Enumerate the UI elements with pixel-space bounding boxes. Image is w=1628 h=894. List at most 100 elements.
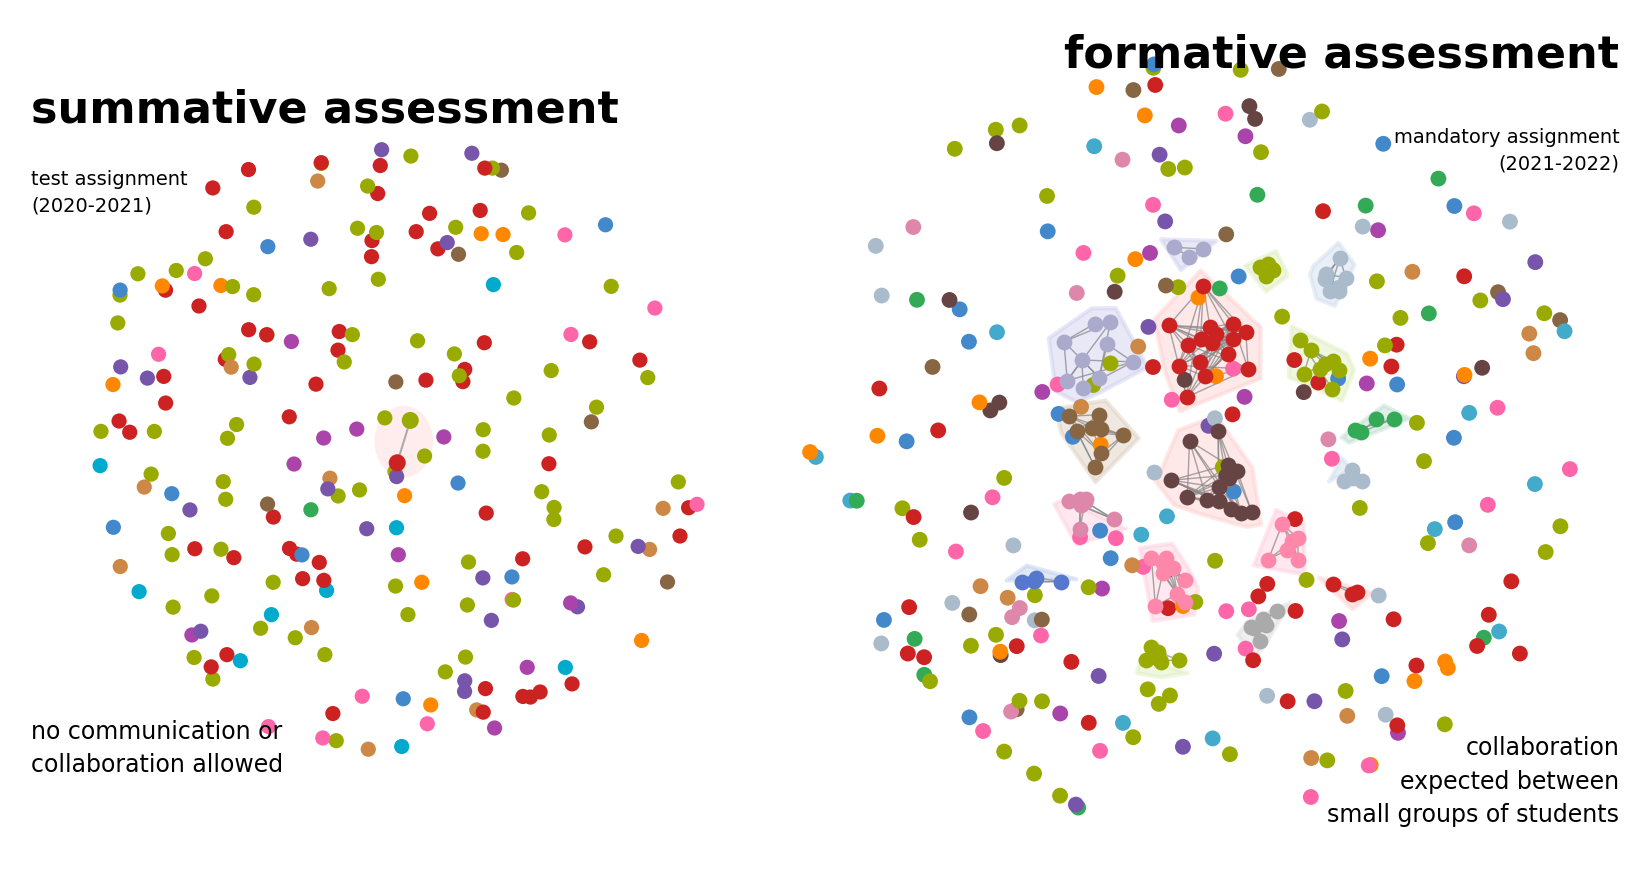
- Point: [339, 328, 365, 342]
- Point: [1213, 228, 1239, 242]
- Point: [132, 480, 158, 494]
- Point: [1206, 481, 1232, 495]
- Point: [558, 677, 584, 691]
- Point: [1384, 378, 1410, 392]
- Point: [1125, 340, 1151, 354]
- Point: [1146, 148, 1172, 163]
- Point: [988, 648, 1014, 662]
- Point: [1022, 571, 1048, 586]
- Text: test assignment
(2020-2021): test assignment (2020-2021): [31, 170, 187, 215]
- Point: [1206, 494, 1232, 509]
- Point: [396, 608, 422, 622]
- Point: [1172, 374, 1198, 388]
- Point: [627, 353, 653, 367]
- Point: [368, 143, 394, 157]
- Point: [1166, 359, 1192, 374]
- Point: [479, 613, 505, 628]
- Point: [1048, 575, 1074, 589]
- Point: [309, 731, 335, 746]
- Point: [218, 360, 244, 375]
- Point: [1066, 523, 1092, 537]
- Point: [160, 600, 186, 614]
- Point: [313, 648, 339, 662]
- Point: [1097, 552, 1123, 566]
- Point: [151, 370, 177, 384]
- Point: [894, 434, 920, 449]
- Point: [1153, 279, 1179, 293]
- Point: [256, 720, 282, 734]
- Polygon shape: [1311, 243, 1354, 307]
- Point: [217, 348, 243, 362]
- Point: [863, 240, 889, 254]
- Point: [1066, 492, 1092, 506]
- Point: [464, 703, 490, 717]
- Point: [1153, 215, 1179, 230]
- Point: [1320, 355, 1346, 369]
- Point: [1088, 446, 1114, 460]
- Point: [479, 162, 505, 176]
- Point: [1314, 268, 1340, 283]
- Point: [1319, 382, 1345, 396]
- Point: [1177, 250, 1203, 265]
- Point: [1241, 654, 1267, 668]
- Point: [1172, 595, 1198, 609]
- Point: [1311, 205, 1337, 219]
- Point: [298, 503, 324, 518]
- Point: [1232, 642, 1258, 656]
- Point: [571, 540, 597, 554]
- Point: [552, 661, 578, 675]
- Polygon shape: [1161, 240, 1216, 271]
- Point: [625, 540, 651, 554]
- Point: [1185, 291, 1211, 306]
- Point: [1254, 270, 1280, 284]
- Point: [939, 596, 965, 611]
- Point: [565, 600, 591, 614]
- Point: [86, 459, 112, 473]
- Point: [1426, 173, 1452, 187]
- Point: [1280, 534, 1306, 548]
- Text: summative assessment: summative assessment: [31, 88, 619, 131]
- Point: [1236, 100, 1262, 114]
- Point: [431, 430, 457, 444]
- Point: [181, 651, 207, 665]
- Point: [1153, 552, 1179, 566]
- Point: [412, 450, 438, 464]
- Point: [490, 228, 516, 242]
- Point: [902, 632, 928, 646]
- Point: [1434, 662, 1460, 676]
- Point: [1009, 576, 1035, 590]
- Point: [125, 267, 151, 282]
- Point: [1320, 577, 1346, 591]
- Point: [1216, 471, 1242, 485]
- Point: [153, 283, 179, 298]
- Point: [163, 264, 189, 278]
- Point: [1350, 474, 1376, 488]
- Point: [1298, 343, 1324, 358]
- Point: [1332, 475, 1358, 489]
- Point: [145, 348, 171, 362]
- Point: [991, 745, 1018, 759]
- Point: [576, 335, 602, 350]
- Point: [1146, 654, 1172, 668]
- Point: [451, 674, 477, 688]
- Point: [1556, 462, 1582, 477]
- Point: [1521, 347, 1547, 361]
- Point: [311, 574, 337, 588]
- Point: [1258, 262, 1284, 276]
- Point: [1141, 58, 1167, 72]
- Point: [254, 328, 280, 342]
- Point: [1066, 530, 1092, 544]
- Point: [1057, 494, 1083, 509]
- Polygon shape: [1006, 566, 1076, 581]
- Point: [1464, 639, 1490, 654]
- Point: [941, 142, 967, 156]
- Point: [1094, 338, 1120, 352]
- Point: [1118, 559, 1144, 573]
- Point: [192, 252, 218, 266]
- Point: [667, 529, 694, 544]
- Point: [1148, 655, 1174, 670]
- Point: [363, 226, 389, 240]
- Point: [1035, 225, 1061, 240]
- Point: [1270, 518, 1296, 532]
- Point: [1159, 474, 1185, 488]
